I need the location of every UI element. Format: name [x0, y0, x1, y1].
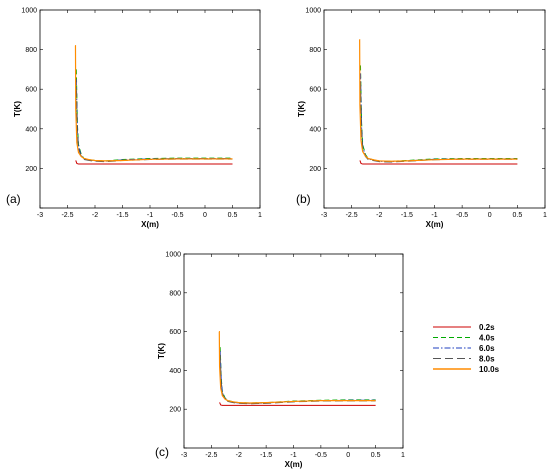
panel-a-y-axis-label: T(K) [13, 101, 22, 117]
panel-c: (c) -3 -2.5 -2 -1.5 -1 -0.5 0 0.5 1 200 400 600 800 1… [155, 252, 405, 470]
panel-a-series-8-0s [75, 89, 233, 163]
panel-c-y-tick-label: 800 [169, 290, 181, 297]
panel-c-x-axis-label: X(m) [285, 460, 303, 469]
panel-c-y-tick-label: 1000 [165, 252, 181, 259]
panel-a-x-tick-label: 0.5 [228, 212, 238, 219]
legend-label: 8.0s [479, 355, 495, 364]
panel-a-x-axis-label: X(m) [141, 220, 159, 229]
panel-c-x-tick-label: -2.5 [205, 452, 217, 459]
panel-c-x-tick-label: -1 [290, 452, 296, 459]
panel-a-x-tick-label: 1 [258, 212, 262, 219]
panel-b-y-tick-label: 600 [309, 87, 321, 94]
panel-a-y-tick-label: 400 [25, 126, 37, 133]
panel-b-series-4-0s [359, 65, 518, 162]
panel-b-series-6-0s [359, 73, 518, 163]
panel-b-series-8-0s [359, 81, 518, 163]
legend-label: 4.0s [479, 334, 495, 343]
panel-b: (b) -3 -2.5 -2 -1.5 -1 -0.5 0 0.5 1 200 400 600 800 1… [296, 8, 547, 230]
panel-a-series-4-0s [75, 69, 233, 162]
panel-b-y-tick-label: 1000 [305, 8, 321, 15]
legend-label: 0.2s [479, 323, 495, 332]
panel-a-x-tick-label: -3 [37, 212, 43, 219]
panel-c-x-tick-label: -3 [181, 452, 187, 459]
panel-b-plot-frame [323, 9, 546, 209]
panel-c-series-10-0s [218, 331, 376, 404]
panel-a-x-tick-label: -1.5 [116, 212, 128, 219]
panel-c-series-0-2s [219, 402, 376, 406]
panel-b-x-tick-label: 0.5 [513, 212, 523, 219]
panel-b-x-tick-label: -0.5 [456, 212, 468, 219]
panel-a-y-tick-label: 1000 [21, 8, 37, 15]
panel-a-label: (a) [6, 192, 21, 206]
panel-c-series-6-0s [219, 350, 376, 404]
panel-c-x-tick-label: -1.5 [260, 452, 272, 459]
panel-c-series-4-0s [219, 347, 376, 404]
panel-c-x-tick-label: -2 [236, 452, 242, 459]
panel-c-x-tick-label: 1 [401, 452, 405, 459]
panel-b-x-tick-label: 1 [543, 212, 547, 219]
panel-c-x-tick-label: 0 [346, 452, 350, 459]
panel-a-y-tick-label: 800 [25, 47, 37, 54]
panel-b-x-axis-label: X(m) [426, 220, 444, 229]
panel-b-label: (b) [296, 192, 311, 206]
panel-a-series-10-0s [74, 45, 233, 162]
panel-a-x-tick-label: -0.5 [171, 212, 183, 219]
panel-c-plot-frame [183, 253, 404, 449]
panel-b-y-tick-label: 400 [309, 126, 321, 133]
panel-a-series-6-0s [75, 79, 233, 162]
panel-a-x-tick-label: -1 [147, 212, 153, 219]
panel-b-series-0-2s [359, 160, 518, 165]
panel-b-y-tick-label: 200 [309, 166, 321, 173]
panel-c-label: (c) [155, 445, 169, 459]
panel-a-series-0-2s [75, 160, 233, 165]
panel-c-y-tick-label: 600 [169, 329, 181, 336]
panel-b-series-10-0s [359, 39, 518, 162]
panel-a-plot-frame [39, 9, 261, 209]
panel-b-x-tick-label: 0 [488, 212, 492, 219]
panel-c-series-8-0s [219, 354, 376, 405]
legend-label: 6.0s [479, 344, 495, 353]
panel-c-x-tick-label: -0.5 [315, 452, 327, 459]
panel-a-x-tick-label: -2.5 [61, 212, 73, 219]
panel-b-x-tick-label: -1 [431, 212, 437, 219]
panel-b-y-tick-label: 800 [309, 47, 321, 54]
panel-a-y-tick-label: 600 [25, 87, 37, 94]
panel-c-y-tick-label: 200 [169, 407, 181, 414]
legend-label: 10.0s [479, 365, 500, 374]
panel-b-x-tick-label: -2 [376, 212, 382, 219]
panel-a-x-tick-label: 0 [203, 212, 207, 219]
panel-c-x-tick-label: 0.5 [371, 452, 381, 459]
panel-a-x-tick-label: -2 [92, 212, 98, 219]
panel-a-y-tick-label: 200 [25, 166, 37, 173]
panel-a: (a) -3 -2.5 -2 -1.5 -1 -0.5 0 0.5 1 200 400 600 800 1… [6, 8, 262, 230]
panel-c-y-tick-label: 400 [169, 368, 181, 375]
panel-c-y-axis-label: T(K) [157, 343, 166, 359]
panel-b-x-tick-label: -3 [321, 212, 327, 219]
panel-b-y-axis-label: T(K) [297, 101, 306, 117]
panel-b-x-tick-label: -2.5 [346, 212, 358, 219]
panel-b-x-tick-label: -1.5 [401, 212, 413, 219]
